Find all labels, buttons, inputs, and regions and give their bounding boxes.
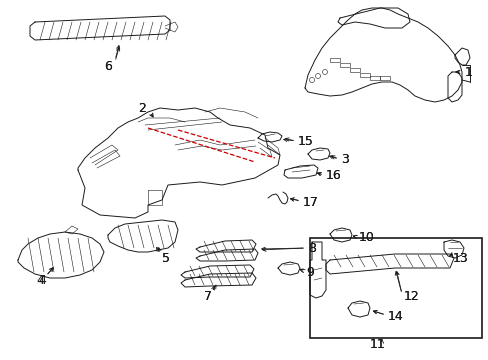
- Bar: [339, 63, 349, 67]
- Bar: [359, 73, 369, 77]
- Text: 9: 9: [305, 266, 313, 279]
- Bar: [379, 76, 389, 80]
- Text: 3: 3: [340, 153, 348, 166]
- Bar: [329, 58, 339, 62]
- Text: 17: 17: [303, 195, 318, 208]
- Text: 4: 4: [36, 274, 44, 287]
- Text: 15: 15: [297, 135, 313, 148]
- Text: 2: 2: [138, 102, 145, 114]
- Text: 1: 1: [464, 66, 472, 78]
- Text: 13: 13: [452, 252, 468, 266]
- Text: 11: 11: [369, 338, 385, 351]
- Text: 7: 7: [203, 289, 212, 302]
- Text: 6: 6: [104, 59, 112, 72]
- Bar: [309, 238, 481, 338]
- Text: 15: 15: [297, 135, 313, 148]
- Text: 12: 12: [403, 289, 419, 302]
- Bar: [349, 68, 359, 72]
- Text: 14: 14: [387, 310, 403, 323]
- Text: 7: 7: [203, 289, 212, 302]
- Text: 12: 12: [403, 289, 419, 302]
- Text: 5: 5: [162, 252, 170, 265]
- Text: 2: 2: [138, 102, 145, 114]
- Text: 8: 8: [307, 242, 315, 255]
- Text: 6: 6: [104, 59, 112, 72]
- Text: 4: 4: [38, 274, 46, 287]
- Text: 3: 3: [340, 153, 348, 166]
- Text: 16: 16: [325, 168, 341, 181]
- Text: 5: 5: [162, 252, 170, 265]
- Text: 17: 17: [303, 195, 318, 208]
- Text: 10: 10: [358, 230, 374, 243]
- Text: 16: 16: [325, 168, 341, 181]
- Text: 13: 13: [452, 252, 468, 266]
- Text: 8: 8: [307, 242, 315, 255]
- Text: 11: 11: [369, 338, 385, 351]
- Text: 1: 1: [464, 66, 472, 78]
- Bar: [369, 76, 379, 80]
- Text: 9: 9: [305, 266, 313, 279]
- Text: 14: 14: [387, 310, 403, 323]
- Text: 10: 10: [358, 230, 374, 243]
